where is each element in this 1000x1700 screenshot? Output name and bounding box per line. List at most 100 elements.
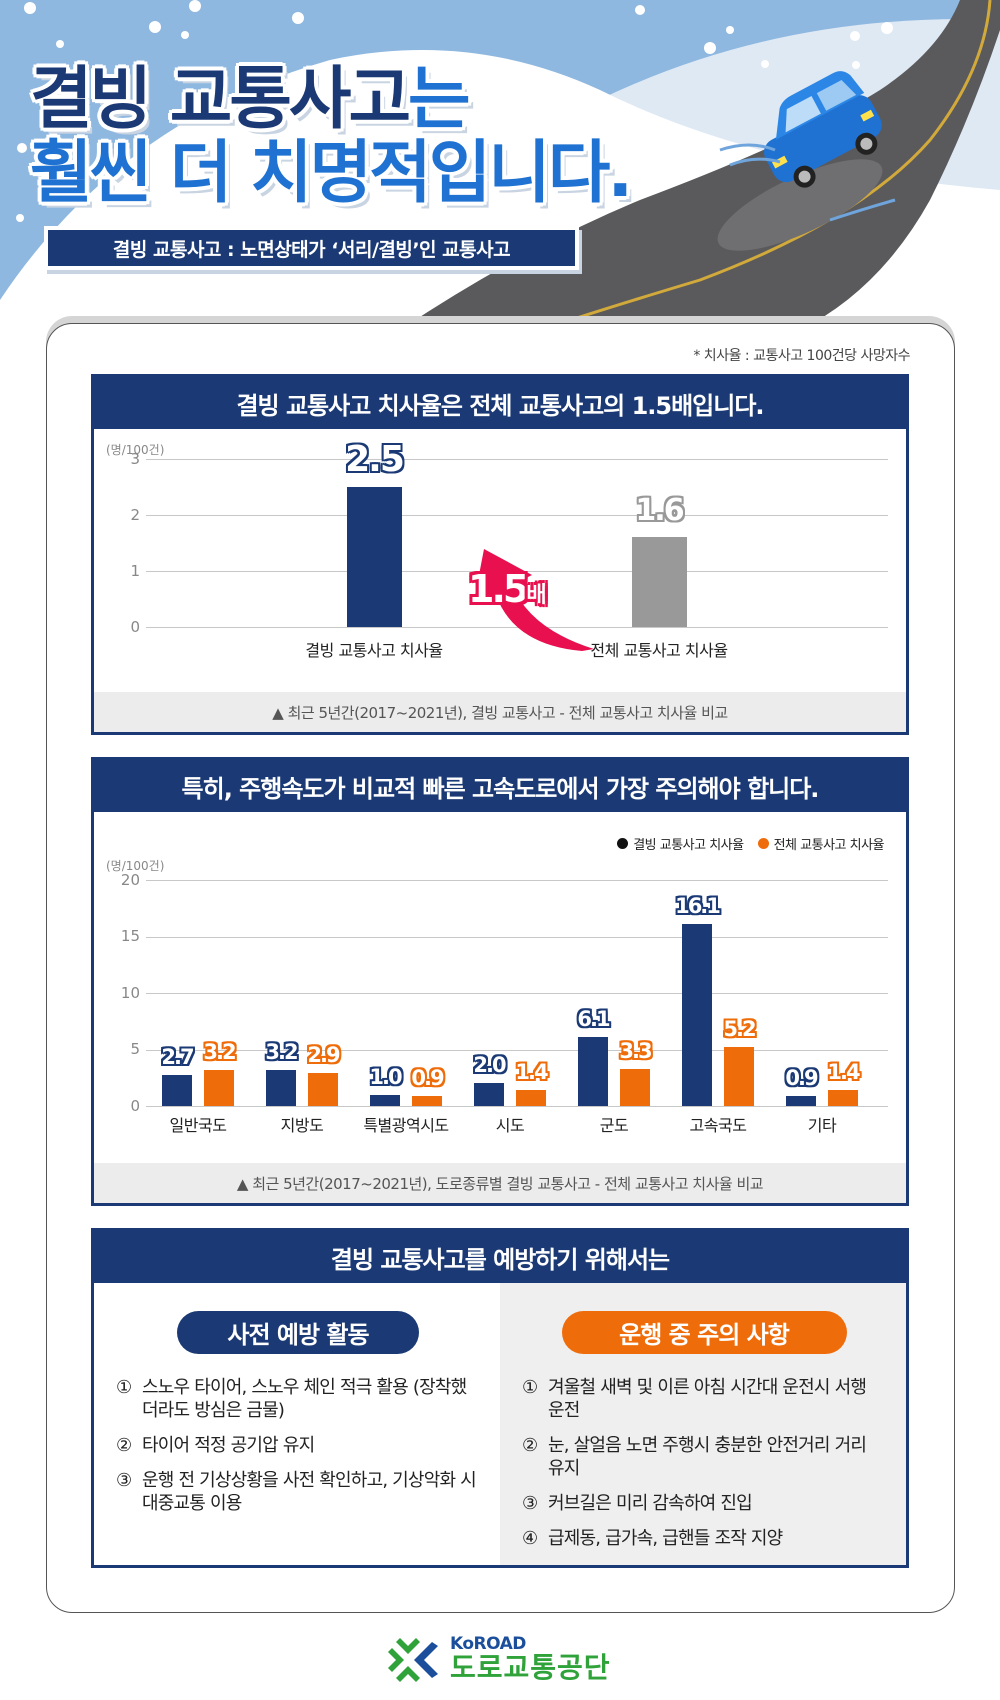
bar-icy [347, 487, 402, 627]
definition-subtitle: 결빙 교통사고 : 노면상태가 ‘서리/결빙’인 교통사고 [44, 226, 579, 270]
bar-icy-value: 6.1 [577, 1007, 610, 1031]
chart2-plot: 결빙 교통사고 치사율 전체 교통사고 치사율 (명/100건) 0 5 10 … [94, 812, 906, 1152]
item-number: ③ [522, 1493, 538, 1515]
hero-banner: 결빙 교통사고는 훨씬 더 치명적입니다. 결빙 교통사고 : 노면상태가 ‘서… [0, 0, 1000, 330]
car-icon [764, 71, 882, 188]
legend-dot-icon [617, 838, 629, 849]
gridline [146, 1050, 888, 1051]
multiplier-unit: 배 [526, 583, 546, 608]
item-number: ④ [522, 1528, 538, 1550]
increase-arrow-icon [474, 549, 594, 651]
bar-all-value: 2.9 [307, 1043, 340, 1067]
legend-dot-icon [757, 838, 769, 849]
prevention-panel: 결빙 교통사고를 예방하기 위해서는 사전 예방 활동 ① 스노우 타이어, 스노… [91, 1228, 909, 1568]
title-accent: 는 [408, 60, 471, 139]
list-item: ③ 커브길은 미리 감속하여 진입 [522, 1492, 886, 1515]
list-item: ② 눈, 살얼음 노면 주행시 충분한 안전거리 거리 유지 [522, 1434, 886, 1480]
bar-all-value: 3.2 [203, 1040, 236, 1064]
item-text: 눈, 살얼음 노면 주행시 충분한 안전거리 거리 유지 [548, 1435, 867, 1480]
bar-all [412, 1096, 442, 1106]
pre-prevention-list: ① 스노우 타이어, 스노우 체인 적극 활용 (장착했더라도 방심은 금물) ②… [116, 1376, 480, 1515]
logo-text-en: KoROAD [450, 1634, 526, 1655]
chart2-category: 특별광역시도 [363, 1116, 449, 1135]
title-line2-text: 훨씬 더 치명적입니다. [30, 134, 633, 213]
item-number: ① [116, 1377, 132, 1398]
bar-icy-value: 16.1 [675, 894, 721, 918]
koroad-logo: KoROAD 도로교통공단 [386, 1636, 611, 1684]
bar-icy [474, 1083, 504, 1106]
bar-icy [370, 1095, 400, 1106]
chart1-category-icy: 결빙 교통사고 치사율 [305, 641, 443, 660]
gridline [146, 993, 888, 994]
item-text: 스노우 타이어, 스노우 체인 적극 활용 (장착했더라도 방심은 금물) [142, 1377, 467, 1422]
bar-all [724, 1047, 754, 1106]
bar-all-value: 1.6 [635, 493, 684, 528]
list-item: ③ 운행 전 기상상황을 사전 확인하고, 기상악화 시 대중교통 이용 [116, 1469, 480, 1515]
legend-item-icy: 결빙 교통사고 치사율 [617, 834, 744, 853]
prevention-body: 사전 예방 활동 ① 스노우 타이어, 스노우 체인 적극 활용 (장착했더라도 … [94, 1283, 906, 1565]
gridline [146, 880, 888, 881]
fatality-rate-note: * 치사율 : 교통사고 100건당 사망자수 [693, 348, 910, 364]
list-item: ④ 급제동, 급가속, 급핸들 조작 지양 [522, 1527, 886, 1550]
chart2-category: 군도 [599, 1116, 629, 1135]
bar-icy [578, 1037, 608, 1106]
gridline [146, 515, 888, 516]
chart1-unit: (명/100건) [106, 443, 165, 457]
driving-caution-list: ① 겨울철 새벽 및 이른 아침 시간대 운전시 서행 운전 ② 눈, 살얼음 노면… [522, 1376, 886, 1550]
item-text: 급제동, 급가속, 급핸들 조작 지양 [548, 1528, 783, 1550]
legend-item-all: 전체 교통사고 치사율 [757, 834, 885, 853]
bar-icy-value: 3.2 [265, 1040, 298, 1064]
item-number: ③ [116, 1470, 132, 1492]
gridline [146, 937, 888, 938]
gridline [146, 459, 888, 460]
item-text: 운행 전 기상상황을 사전 확인하고, 기상악화 시 대중교통 이용 [142, 1470, 477, 1515]
gridline [146, 627, 888, 628]
chart2-category: 시도 [495, 1116, 525, 1135]
pre-prevention-column: 사전 예방 활동 ① 스노우 타이어, 스노우 체인 적극 활용 (장착했더라도 … [94, 1283, 500, 1565]
chart2-legend: 결빙 교통사고 치사율 전체 교통사고 치사율 [617, 834, 885, 853]
multiplier-label: 1.5배 [468, 567, 547, 611]
list-item: ① 겨울철 새벽 및 이른 아침 시간대 운전시 서행 운전 [522, 1376, 886, 1422]
item-text: 타이어 적정 공기압 유지 [142, 1435, 315, 1457]
item-number: ① [522, 1377, 538, 1398]
bar-all [632, 537, 687, 627]
bar-icy [266, 1070, 296, 1106]
chart1-footnote: ▲ 최근 5년간(2017~2021년), 결빙 교통사고 - 전체 교통사고 … [94, 692, 906, 732]
chart2-tick-20: 20 [120, 871, 140, 889]
item-text: 커브길은 미리 감속하여 진입 [548, 1493, 753, 1515]
chart1-heading: 결빙 교통사고 치사율은 전체 교통사고의 1.5배입니다. [94, 377, 906, 429]
bar-all-value: 1.4 [827, 1060, 860, 1084]
bar-all [828, 1090, 858, 1106]
legend-label-icy: 결빙 교통사고 치사율 [633, 838, 744, 853]
chart-overall-fatality: 결빙 교통사고 치사율은 전체 교통사고의 1.5배입니다. (명/100건) … [91, 374, 909, 735]
chart1-category-all: 전체 교통사고 치사율 [590, 641, 728, 660]
multiplier-value: 1.5 [468, 567, 529, 611]
title-main: 결빙 교통사고 [30, 60, 411, 139]
chart2-tick-10: 10 [120, 984, 140, 1002]
pre-prevention-title: 사전 예방 활동 [177, 1311, 419, 1354]
bar-all-value: 0.9 [411, 1066, 444, 1090]
gridline [146, 1106, 888, 1107]
driving-caution-title: 운행 중 주의 사항 [561, 1311, 847, 1354]
main-title-line1: 결빙 교통사고는 [30, 66, 471, 134]
item-text: 겨울철 새벽 및 이른 아침 시간대 운전시 서행 운전 [548, 1377, 867, 1422]
legend-label-all: 전체 교통사고 치사율 [773, 838, 885, 853]
chart1-tick-1: 1 [130, 562, 140, 580]
chart2-category: 고속국도 [689, 1116, 747, 1135]
logo-text-ko: 도로교통공단 [450, 1651, 611, 1685]
chart2-heading: 특히, 주행속도가 비교적 빠른 고속도로에서 가장 주의해야 합니다. [94, 760, 906, 812]
logo-text: KoROAD 도로교통공단 [450, 1636, 611, 1684]
prevention-heading: 결빙 교통사고를 예방하기 위해서는 [94, 1231, 906, 1283]
driving-caution-column: 운행 중 주의 사항 ① 겨울철 새벽 및 이른 아침 시간대 운전시 서행 운전… [500, 1283, 906, 1565]
chart2-category: 지방도 [280, 1116, 324, 1135]
bar-icy [682, 924, 712, 1106]
bar-icy-value: 0.9 [785, 1066, 818, 1090]
main-title-line2: 훨씬 더 치명적입니다. [30, 140, 633, 208]
chart1-tick-3: 3 [130, 450, 140, 468]
list-item: ① 스노우 타이어, 스노우 체인 적극 활용 (장착했더라도 방심은 금물) [116, 1376, 480, 1422]
chart2-category: 기타 [807, 1116, 837, 1135]
bar-icy [162, 1075, 192, 1106]
bar-icy-value: 2.7 [161, 1045, 194, 1069]
bar-icy-value: 2.0 [473, 1053, 506, 1077]
bar-icy [786, 1096, 816, 1106]
